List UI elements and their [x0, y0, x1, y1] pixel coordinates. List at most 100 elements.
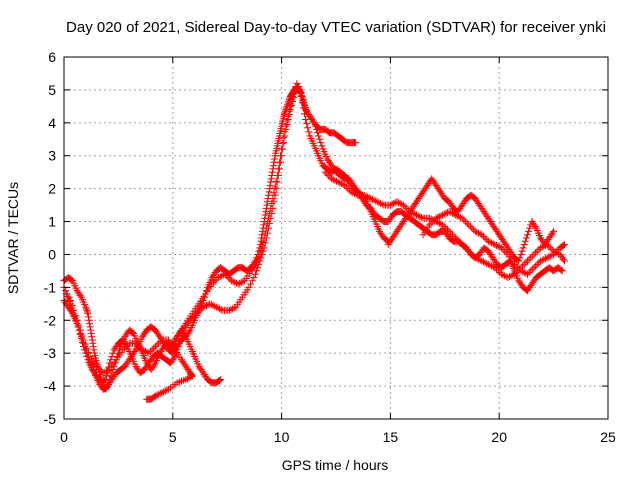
data-point — [88, 333, 96, 341]
data-point — [445, 208, 453, 216]
data-point — [334, 178, 342, 186]
data-point — [481, 259, 489, 267]
data-point — [316, 135, 324, 143]
data-point — [107, 372, 115, 380]
data-point — [82, 303, 90, 311]
data-point — [211, 277, 219, 285]
data-point — [479, 232, 487, 240]
data-point — [265, 214, 273, 222]
data-point — [329, 176, 337, 184]
data-point — [71, 311, 79, 319]
data-point — [458, 214, 466, 222]
data-point — [266, 181, 274, 189]
data-point — [299, 104, 307, 112]
data-point — [185, 374, 193, 382]
data-point — [214, 273, 222, 281]
data-point — [367, 195, 375, 203]
data-point — [510, 260, 518, 268]
data-point — [373, 198, 381, 206]
data-point — [158, 389, 166, 397]
data-point — [401, 203, 409, 211]
data-point — [86, 323, 94, 331]
data-point — [553, 247, 561, 255]
data-point — [187, 373, 195, 381]
data-point — [530, 264, 538, 272]
data-point — [258, 242, 266, 250]
data-point — [458, 241, 466, 249]
data-point — [206, 300, 214, 308]
chart-title: Day 020 of 2021, Sidereal Day-to-day VTE… — [66, 19, 606, 36]
data-point — [311, 122, 319, 130]
data-point — [516, 254, 524, 262]
data-point — [310, 119, 318, 127]
data-point — [453, 236, 461, 244]
data-point — [263, 219, 271, 227]
data-point — [225, 306, 233, 314]
data-point — [465, 221, 473, 229]
data-point — [532, 249, 540, 257]
data-point — [383, 236, 391, 244]
data-point — [512, 262, 520, 270]
data-point — [229, 278, 237, 286]
data-point — [486, 238, 494, 246]
data-point — [476, 256, 484, 264]
data-point — [331, 176, 339, 184]
data-point — [69, 306, 77, 314]
data-point — [212, 303, 220, 311]
data-point — [267, 175, 275, 183]
data-point — [267, 178, 275, 186]
data-point — [201, 302, 209, 310]
data-point — [82, 305, 90, 313]
data-point — [504, 273, 512, 281]
data-point — [273, 171, 281, 179]
data-point — [517, 267, 525, 275]
data-point — [492, 265, 500, 273]
data-point — [180, 329, 188, 337]
data-point — [90, 346, 98, 354]
data-point — [263, 198, 271, 206]
data-point — [440, 222, 448, 230]
data-point — [439, 211, 447, 219]
data-point — [540, 255, 548, 263]
data-point — [440, 210, 448, 218]
data-point — [550, 250, 558, 258]
data-point — [83, 308, 91, 316]
data-point — [341, 181, 349, 189]
data-point — [546, 252, 554, 260]
data-point — [272, 177, 280, 185]
data-point — [466, 222, 474, 230]
data-point — [87, 329, 95, 337]
data-point — [104, 382, 112, 390]
data-point — [560, 241, 568, 249]
data-point — [481, 234, 489, 242]
data-point — [337, 180, 345, 188]
data-point — [229, 305, 237, 313]
data-point — [78, 338, 86, 346]
data-point — [455, 237, 463, 245]
data-point — [450, 210, 458, 218]
data-point — [275, 158, 283, 166]
data-point — [223, 272, 231, 280]
data-point — [512, 269, 520, 277]
y-tick-label: -3 — [44, 345, 57, 361]
data-point — [559, 255, 567, 263]
data-point — [119, 346, 127, 354]
data-point — [260, 218, 268, 226]
data-point — [216, 273, 224, 281]
y-tick-label: -5 — [44, 411, 57, 427]
data-point — [83, 352, 91, 360]
data-point — [210, 278, 218, 286]
series-track-6 — [384, 175, 558, 265]
data-point — [507, 272, 515, 280]
data-point — [478, 231, 486, 239]
data-point — [352, 139, 360, 147]
data-point — [265, 191, 273, 199]
data-point — [219, 271, 227, 279]
data-point — [122, 341, 130, 349]
data-point — [558, 267, 566, 275]
data-point — [207, 301, 215, 309]
data-point — [82, 349, 90, 357]
y-tick-label: 6 — [48, 49, 56, 65]
data-point — [269, 195, 277, 203]
data-point — [549, 229, 557, 237]
